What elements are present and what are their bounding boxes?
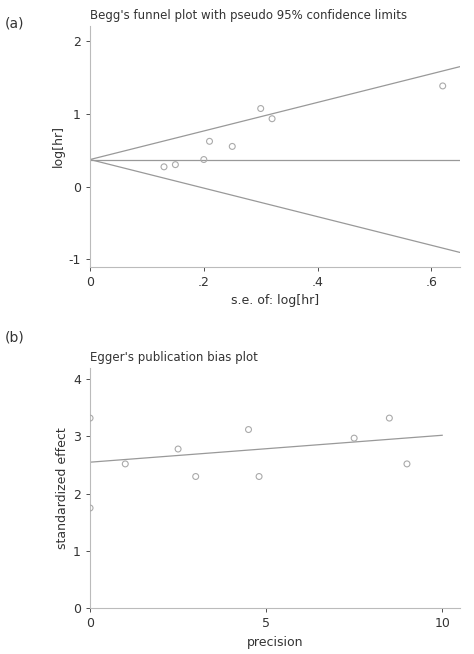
Point: [86, 503, 94, 513]
Point: [160, 162, 168, 172]
Point: [121, 458, 129, 469]
Point: [439, 80, 447, 91]
Text: (b): (b): [5, 330, 25, 344]
Point: [350, 433, 358, 443]
Text: Egger's publication bias plot: Egger's publication bias plot: [90, 351, 258, 364]
Point: [228, 141, 236, 152]
Point: [206, 136, 213, 146]
Point: [403, 458, 411, 469]
Y-axis label: log[hr]: log[hr]: [52, 126, 64, 167]
Point: [200, 154, 208, 165]
X-axis label: s.e. of: log[hr]: s.e. of: log[hr]: [231, 294, 319, 307]
Text: (a): (a): [5, 16, 24, 30]
Point: [245, 424, 252, 435]
Point: [257, 103, 264, 114]
Point: [255, 472, 263, 482]
Point: [385, 413, 393, 423]
Point: [192, 472, 200, 482]
Point: [172, 160, 179, 170]
Point: [268, 114, 276, 124]
Text: Begg's funnel plot with pseudo 95% confidence limits: Begg's funnel plot with pseudo 95% confi…: [90, 9, 407, 22]
Y-axis label: standardized effect: standardized effect: [56, 427, 69, 549]
Point: [174, 444, 182, 455]
Point: [86, 413, 94, 423]
X-axis label: precision: precision: [246, 636, 303, 649]
